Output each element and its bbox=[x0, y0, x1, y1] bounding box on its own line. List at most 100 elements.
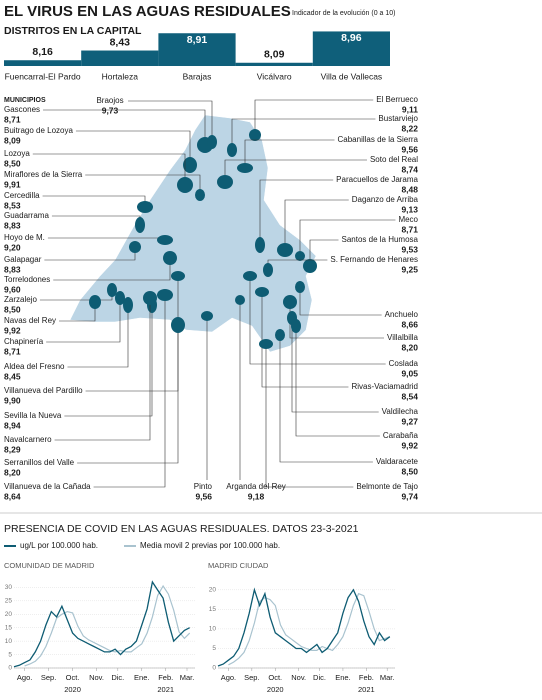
municipality-value: 8,71 bbox=[4, 114, 21, 124]
leader-line bbox=[224, 159, 367, 182]
bar bbox=[81, 50, 159, 66]
municipality-name: Villalbilla bbox=[387, 333, 419, 342]
municipality-value: 8,48 bbox=[401, 184, 418, 194]
year-label: 2021 bbox=[157, 685, 174, 694]
municipality-value: 8,50 bbox=[401, 466, 418, 476]
municipality-name: Rivas-Vaciamadrid bbox=[351, 382, 418, 391]
value-label: 8,96 bbox=[341, 32, 362, 44]
municipality-area bbox=[129, 241, 141, 253]
subtitle: Indicador de la evolución (0 a 10) bbox=[292, 10, 396, 17]
municipality-area bbox=[283, 295, 297, 309]
x-tick-label: Mar. bbox=[180, 673, 195, 682]
x-tick-label: Nov. bbox=[89, 673, 104, 682]
municipality-name: Villanueva del Pardillo bbox=[4, 386, 83, 395]
municipality-value: 8,74 bbox=[401, 164, 418, 174]
municipality-value: 9,27 bbox=[401, 416, 418, 426]
municipality-name: Zarzalejo bbox=[4, 295, 37, 304]
y-tick-label: 10 bbox=[209, 626, 217, 633]
municipality-area bbox=[123, 297, 133, 313]
municipality-name: El Berrueco bbox=[376, 95, 418, 104]
municipality-area bbox=[195, 189, 205, 201]
legend-label: Media movil 2 previas por 100.000 hab. bbox=[140, 541, 280, 550]
bar bbox=[235, 62, 313, 66]
leader-line bbox=[299, 287, 382, 316]
municipality-value: 9,20 bbox=[4, 242, 21, 252]
y-tick-label: 20 bbox=[5, 611, 13, 618]
bar bbox=[312, 31, 390, 66]
leader-line bbox=[295, 326, 380, 437]
x-tick-label: Sep. bbox=[41, 673, 56, 682]
municipality-value: 8,66 bbox=[401, 319, 418, 329]
category-label: Fuencarral-El Pardo bbox=[5, 71, 81, 81]
series-line bbox=[13, 580, 190, 668]
municipality-area bbox=[201, 311, 213, 321]
municipality-area bbox=[249, 129, 261, 141]
municipality-area bbox=[183, 157, 197, 173]
region-map bbox=[69, 114, 317, 353]
municipality-name: Hoyo de M. bbox=[4, 233, 45, 242]
municipality-value: 8,54 bbox=[401, 391, 418, 401]
value-label: 8,91 bbox=[187, 34, 208, 46]
municipality-name: Arganda del Rey bbox=[226, 482, 286, 491]
municipality-value: 9,92 bbox=[401, 440, 418, 450]
y-tick-label: 20 bbox=[209, 587, 217, 594]
municipality-area bbox=[255, 237, 265, 253]
leader-line bbox=[67, 305, 129, 368]
x-tick-label: Sep. bbox=[244, 673, 259, 682]
municipality-area bbox=[217, 175, 233, 189]
series-line bbox=[228, 592, 391, 666]
leader-line bbox=[261, 292, 349, 388]
municipality-value: 8,94 bbox=[4, 420, 21, 430]
x-tick-label: Feb. bbox=[158, 673, 173, 682]
municipality-name: Torrelodones bbox=[4, 275, 50, 284]
municipality-area bbox=[89, 295, 101, 309]
municipality-value: 8,53 bbox=[4, 200, 21, 210]
x-tick-label: Ago. bbox=[17, 673, 32, 682]
municipality-value: 8,50 bbox=[4, 304, 21, 314]
year-label: 2021 bbox=[358, 685, 375, 694]
x-tick-label: Oct. bbox=[66, 673, 80, 682]
municipality-name: Serranillos del Valle bbox=[4, 458, 75, 467]
municipality-value: 9,90 bbox=[4, 395, 21, 405]
municipality-area bbox=[295, 281, 305, 293]
x-tick-label: Dic. bbox=[111, 673, 124, 682]
municipality-name: Anchuelo bbox=[385, 310, 419, 319]
x-tick-label: Ago. bbox=[221, 673, 236, 682]
municipality-area bbox=[303, 259, 317, 273]
municipality-area bbox=[171, 271, 185, 281]
municipality-name: Paracuellos de Jarama bbox=[336, 175, 418, 184]
municipality-name: Bustarviejo bbox=[378, 114, 418, 123]
leader-line bbox=[231, 118, 376, 150]
municipality-area bbox=[263, 263, 273, 277]
municipality-name: Galapagar bbox=[4, 255, 42, 264]
leader-line bbox=[32, 153, 186, 185]
leader-line bbox=[309, 239, 339, 266]
covid-title: PRESENCIA DE COVID EN LAS AGUAS RESIDUAL… bbox=[4, 523, 359, 535]
municipality-value: 8,09 bbox=[4, 135, 21, 145]
municipality-name: Santos de la Humosa bbox=[342, 235, 419, 244]
municipality-value: 8,83 bbox=[4, 264, 21, 274]
municipality-name: Carabaña bbox=[383, 431, 419, 440]
y-tick-label: 25 bbox=[5, 598, 13, 605]
y-tick-label: 10 bbox=[5, 638, 13, 645]
municipality-value: 9,18 bbox=[248, 491, 265, 501]
legend: ug/L por 100.000 hab. Media movil 2 prev… bbox=[4, 541, 280, 550]
municipality-name: Valdilecha bbox=[382, 407, 419, 416]
year-label: 2020 bbox=[64, 685, 81, 694]
municipality-name: Cabanillas de la Sierra bbox=[338, 135, 419, 144]
municipality-value: 8,20 bbox=[401, 342, 418, 352]
y-tick-label: 5 bbox=[8, 651, 12, 658]
municipality-area bbox=[295, 251, 305, 261]
leader-line bbox=[249, 276, 386, 365]
bar bbox=[158, 33, 236, 66]
municipality-area bbox=[259, 339, 273, 349]
leader-line bbox=[75, 130, 191, 165]
municipality-name: Villanueva de la Cañada bbox=[4, 482, 91, 491]
leader-line bbox=[259, 179, 334, 245]
x-tick-label: Ene. bbox=[335, 673, 350, 682]
municipality-value: 8,29 bbox=[4, 444, 21, 454]
municipality-area bbox=[277, 243, 293, 257]
municipality-value: 9,60 bbox=[4, 284, 21, 294]
leader-line bbox=[54, 298, 151, 441]
